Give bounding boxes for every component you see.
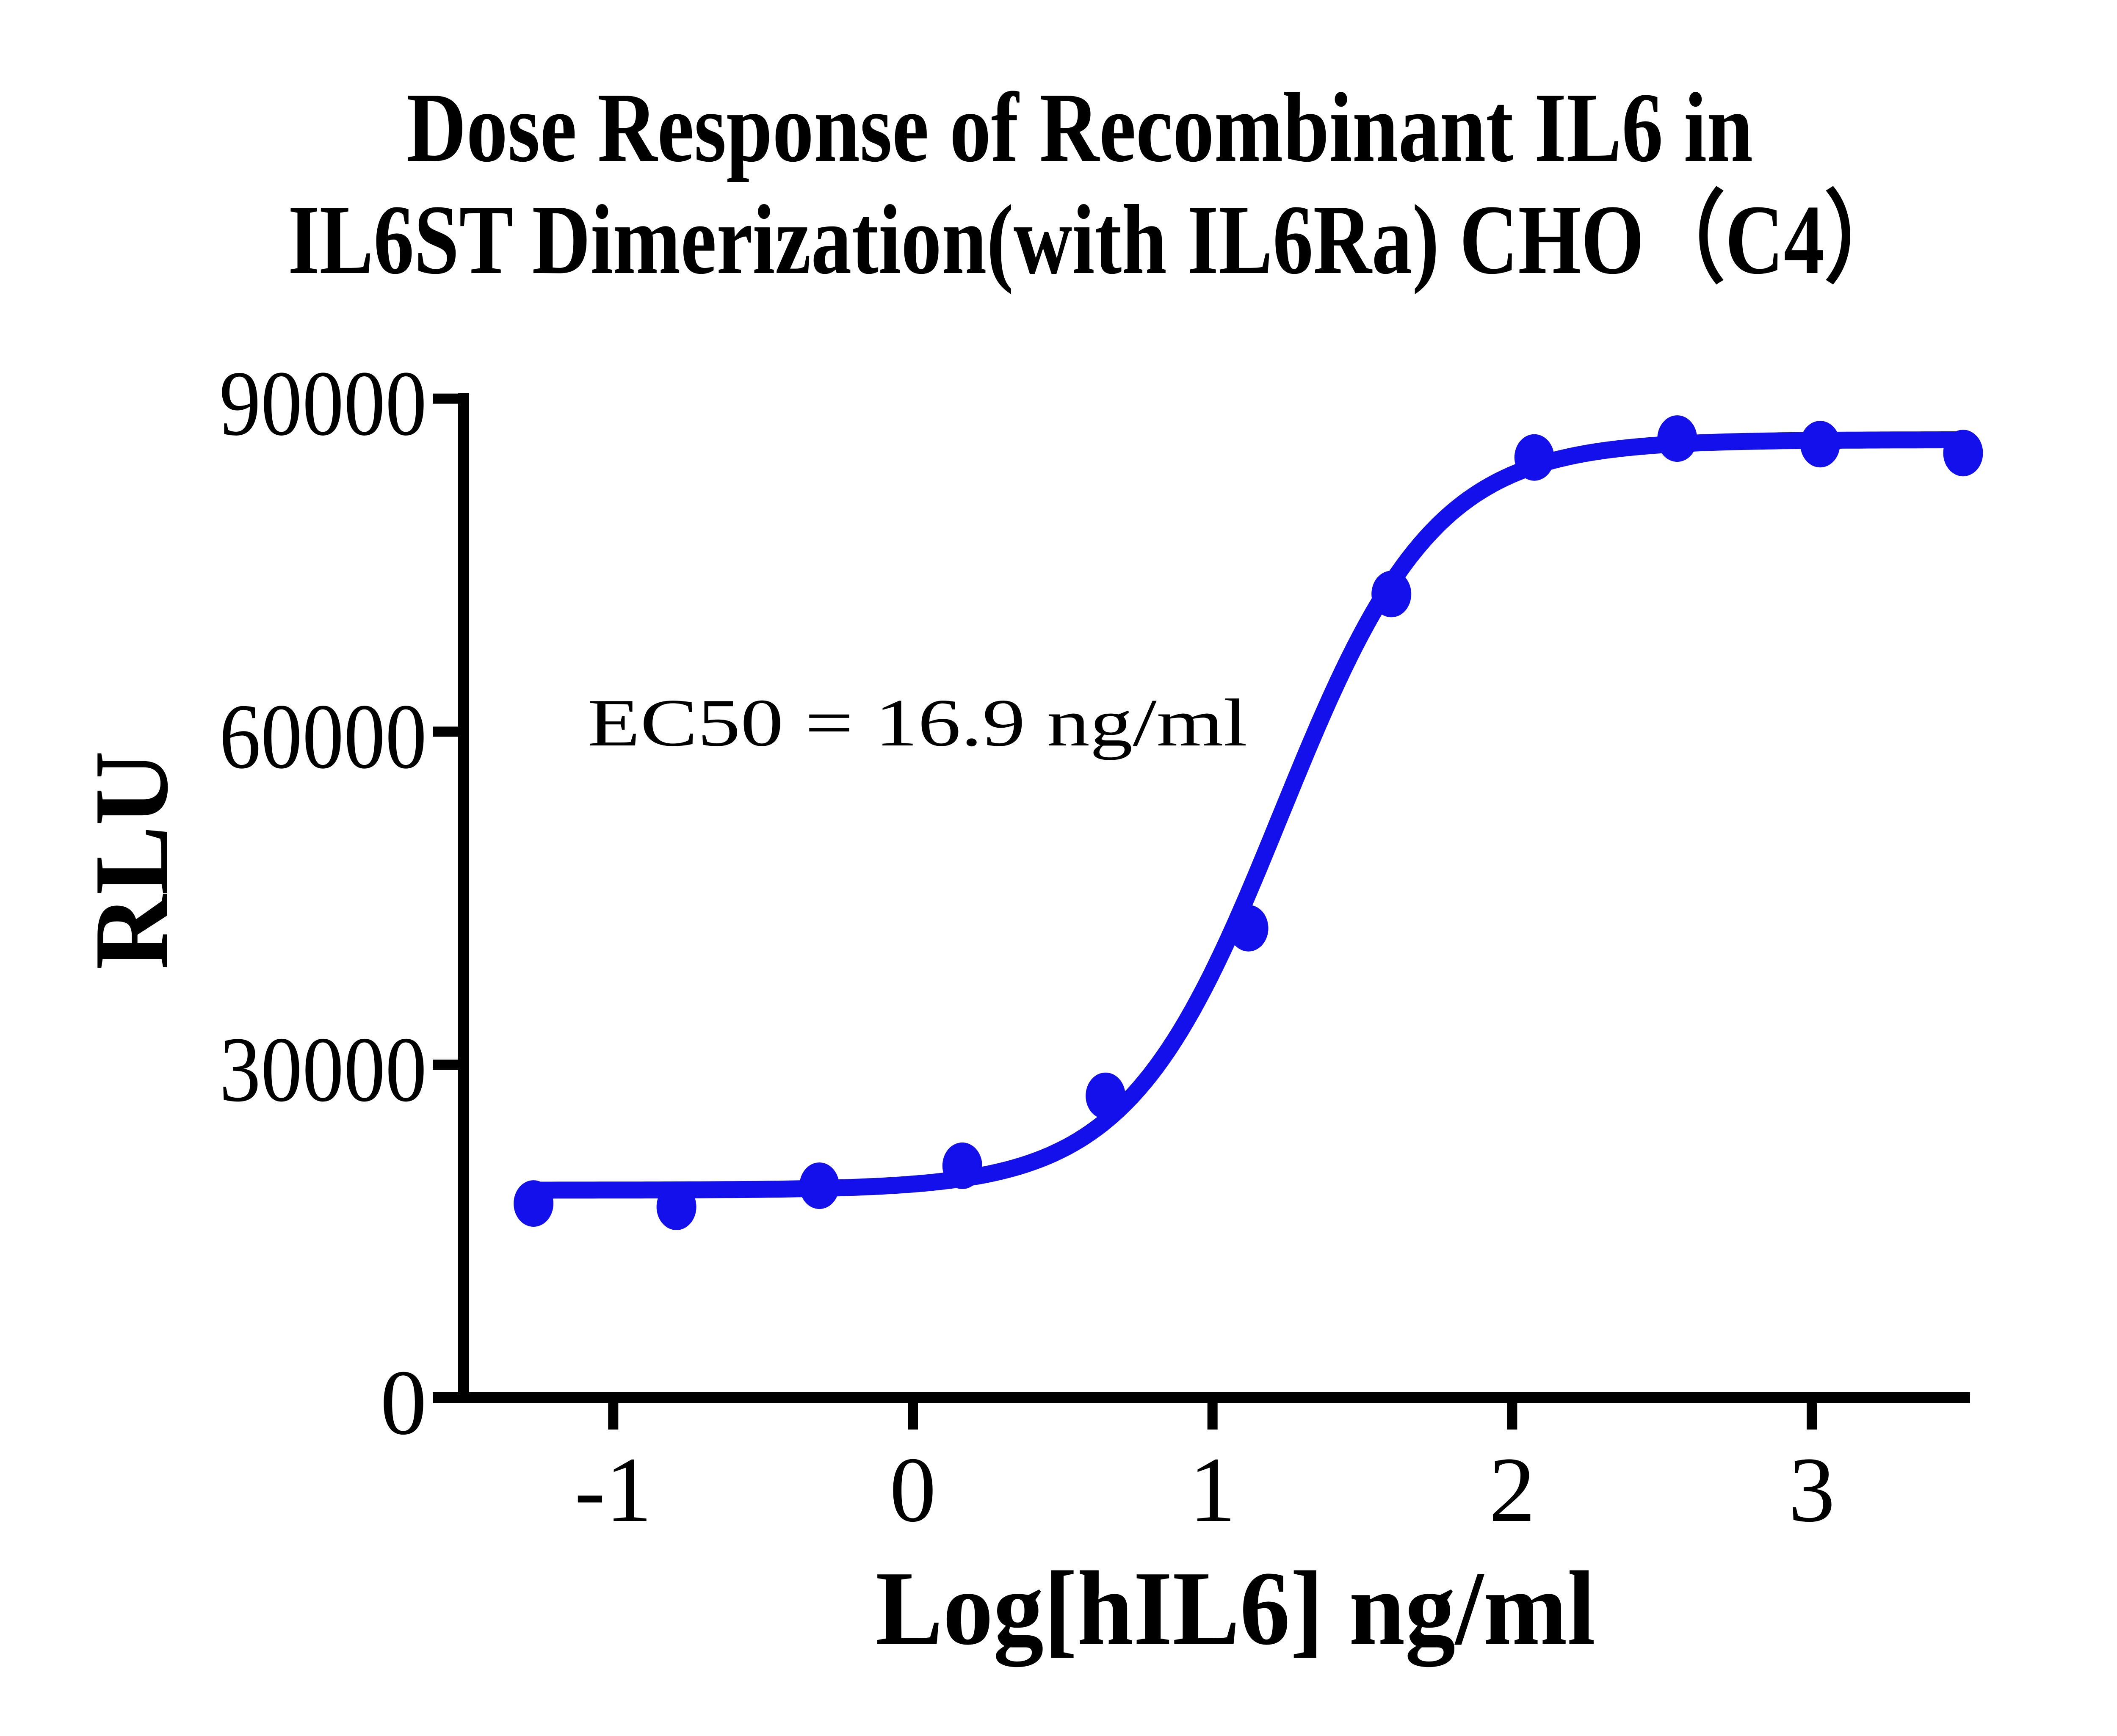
y-axis-tick-labels: 0 30000 60000 90000 [219,352,427,1454]
x-axis-line [433,1392,1970,1403]
y-tick-label: 0 [380,1351,427,1454]
y-tick-label: 60000 [219,684,427,788]
x-tick [1807,1403,1817,1430]
x-tick-label: 3 [1788,1438,1835,1541]
x-tick-label: 1 [1189,1438,1236,1541]
x-tick-label: 0 [890,1438,936,1541]
data-point [1086,1072,1126,1119]
y-tick [433,726,458,737]
y-tick-label: 90000 [219,352,427,455]
x-axis-title: Log[hIL6] ng/ml [876,1550,1595,1667]
data-point [1228,905,1269,952]
data-point [1657,415,1697,462]
y-axis-title: RLU [73,751,190,970]
y-tick-label: 30000 [219,1018,427,1121]
chart-title-line1: Dose Response of Recombinant IL6 in [406,72,1753,182]
data-point [1514,434,1554,481]
chart-title-line2: IL6ST Dimerization(with IL6Ra) CHO（C4） [288,185,1905,295]
data-point [942,1142,982,1189]
x-tick [1507,1403,1517,1430]
x-tick-label: 2 [1489,1438,1535,1541]
x-tick-label: -1 [575,1438,652,1541]
data-point [1943,430,1983,477]
x-tick [1207,1403,1218,1430]
y-tick [433,393,458,404]
y-axis-ticks [433,393,458,1403]
ec50-annotation: EC50 = 16.9 ng/ml [588,685,1247,760]
fit-curve [525,431,1968,1199]
data-point [1371,571,1412,618]
x-tick [608,1403,619,1430]
y-axis-line [458,393,469,1403]
x-tick [908,1403,918,1430]
y-tick [433,1060,458,1070]
x-axis-ticks [608,1403,1817,1430]
y-tick [433,1393,458,1403]
data-point [656,1183,696,1230]
data-point [1800,421,1840,468]
data-point [799,1162,840,1209]
x-axis-tick-labels: -1 0 1 2 3 [575,1438,1835,1541]
data-points [514,415,1983,1230]
data-point [514,1180,554,1227]
